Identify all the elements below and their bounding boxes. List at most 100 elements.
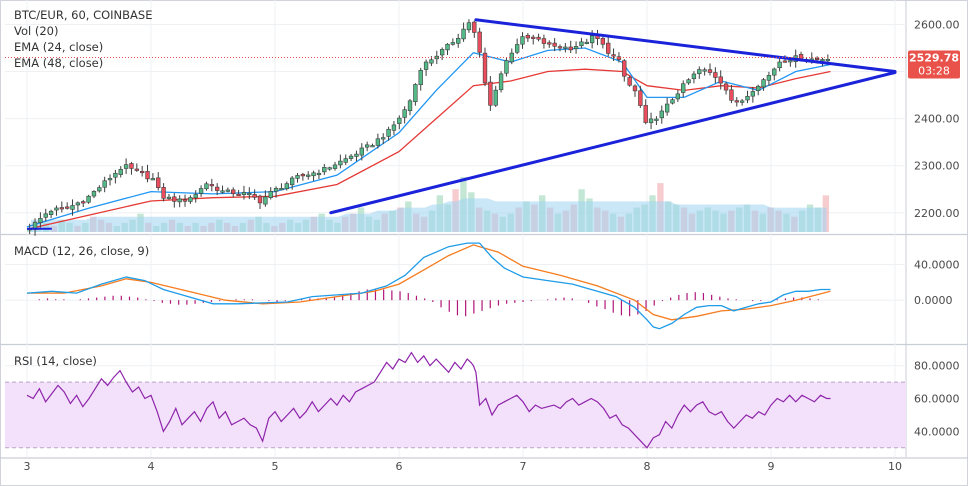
candle-body bbox=[461, 28, 466, 40]
candle-body bbox=[702, 69, 707, 72]
candle-body bbox=[659, 110, 664, 119]
rsi-tick-label: 80.0000 bbox=[914, 360, 960, 373]
candle-body bbox=[525, 35, 531, 39]
volume-ma-area bbox=[30, 198, 827, 232]
candle-body bbox=[450, 42, 456, 45]
candle-body bbox=[257, 195, 263, 204]
candle-body bbox=[488, 81, 493, 106]
candle-body bbox=[263, 196, 268, 205]
rsi-tick-label: 60.0000 bbox=[914, 393, 960, 406]
candle-body bbox=[498, 73, 504, 91]
candle-body bbox=[429, 59, 434, 64]
candle-body bbox=[38, 218, 43, 223]
candle-body bbox=[611, 54, 616, 57]
candle-body bbox=[107, 178, 113, 181]
ema-48-line bbox=[26, 68, 831, 230]
candle-body bbox=[359, 147, 364, 156]
x-tick-label: 5 bbox=[272, 460, 279, 473]
candle-body bbox=[81, 201, 86, 204]
candle-body bbox=[434, 55, 439, 60]
candle-body bbox=[568, 46, 573, 51]
rsi-line bbox=[26, 351, 831, 449]
candle-body bbox=[750, 91, 756, 97]
symbol-title: BTC/EUR, 60, COINBASE bbox=[14, 8, 153, 22]
candle-body bbox=[343, 158, 348, 163]
candle-body bbox=[627, 77, 632, 86]
candle-body bbox=[713, 72, 718, 78]
candle-body bbox=[139, 170, 145, 174]
candle-body bbox=[547, 42, 552, 45]
candle-body bbox=[418, 70, 423, 86]
price-tick-label: 2200.00 bbox=[914, 207, 960, 220]
candle-body bbox=[172, 196, 177, 202]
upper-trendline bbox=[474, 18, 897, 74]
x-tick-label: 6 bbox=[396, 460, 403, 473]
volume-indicator-label: Vol (20) bbox=[14, 24, 59, 38]
x-tick-label: 10 bbox=[888, 460, 902, 473]
candle-body bbox=[295, 175, 300, 179]
candle-body bbox=[252, 194, 257, 198]
macd-tick-label: 40.0000 bbox=[914, 259, 960, 272]
candle-body bbox=[504, 60, 509, 74]
rsi-pane-legend: RSI (14, close) bbox=[14, 353, 97, 369]
rsi-band bbox=[5, 382, 906, 448]
candle-body bbox=[231, 189, 236, 195]
candle-body bbox=[102, 180, 107, 188]
candle-body bbox=[579, 41, 584, 47]
candle-body bbox=[557, 46, 563, 49]
candle-body bbox=[241, 191, 247, 195]
price-tick-label: 2600.00 bbox=[914, 18, 960, 31]
candle-body bbox=[204, 183, 209, 190]
candle-body bbox=[316, 172, 322, 176]
rsi-band-layer bbox=[5, 381, 906, 449]
candle-body bbox=[552, 42, 557, 47]
candle-body bbox=[129, 163, 134, 169]
candle-body bbox=[65, 206, 70, 209]
candle-body bbox=[118, 169, 123, 175]
candle-body bbox=[209, 184, 214, 187]
candle-body bbox=[123, 164, 129, 169]
candle-body bbox=[306, 174, 311, 177]
candle-body bbox=[531, 36, 536, 39]
candle-body bbox=[622, 60, 627, 77]
candle-body bbox=[54, 207, 59, 211]
candle-body bbox=[338, 160, 343, 166]
candle-body bbox=[225, 189, 231, 192]
macd-line bbox=[26, 242, 831, 330]
last-price-tag bbox=[908, 50, 960, 79]
x-tick-label: 8 bbox=[644, 460, 651, 473]
rsi-tick-label: 40.0000 bbox=[914, 425, 960, 438]
candle-body bbox=[820, 59, 825, 62]
candle-body bbox=[761, 79, 766, 88]
candle-body bbox=[386, 128, 391, 137]
axis-layer: 3456789102600.002500.002400.002300.00220… bbox=[24, 18, 960, 473]
candle-body bbox=[772, 68, 777, 76]
candle-body bbox=[686, 79, 691, 84]
candle-body bbox=[670, 99, 675, 104]
candle-body bbox=[70, 205, 75, 210]
candle-body bbox=[472, 21, 477, 33]
candle-body bbox=[161, 187, 166, 199]
candle-body bbox=[723, 83, 729, 91]
candle-body bbox=[311, 172, 316, 177]
candle-body bbox=[739, 100, 745, 103]
candle-body bbox=[402, 109, 407, 118]
candle-body bbox=[289, 177, 295, 186]
candle-body bbox=[247, 192, 252, 196]
last-price-value: 2529.78 bbox=[909, 52, 959, 65]
macd-tick-label: 0.0000 bbox=[914, 294, 953, 307]
candle-body bbox=[381, 137, 386, 140]
candle-body bbox=[145, 171, 150, 180]
candle-body bbox=[193, 194, 198, 199]
candle-body bbox=[536, 36, 541, 40]
candle-body bbox=[439, 49, 445, 56]
candle-body bbox=[348, 155, 354, 159]
candle-body bbox=[643, 105, 648, 123]
candle-body bbox=[697, 69, 702, 75]
candle-body bbox=[509, 52, 514, 63]
candle-body bbox=[268, 191, 273, 198]
candle-body bbox=[482, 52, 488, 84]
candle-body bbox=[664, 103, 670, 113]
candle-body bbox=[182, 199, 188, 202]
